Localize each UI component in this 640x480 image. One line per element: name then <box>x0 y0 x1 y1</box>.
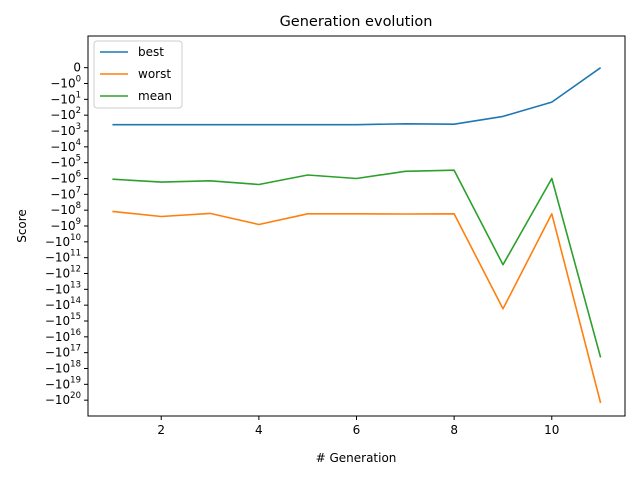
x-tick-label: 10 <box>544 423 559 437</box>
y-tick-label: −1016 <box>45 328 81 344</box>
y-tick-label: −1020 <box>45 391 81 407</box>
legend-frame <box>93 40 183 109</box>
x-axis: 2 4 6 8 10 <box>157 416 559 437</box>
y-tick-label: −1012 <box>45 265 81 281</box>
x-tick-label: 4 <box>255 423 263 437</box>
y-axis: 0−100−101−102−103−104−105−106−107−108−10… <box>45 61 88 407</box>
y-tick-label: −107 <box>50 185 81 201</box>
y-tick-label: −1011 <box>45 249 81 265</box>
y-tick-label: −105 <box>50 154 81 170</box>
y-tick-label: −103 <box>50 122 81 138</box>
legend-label-best: best <box>138 45 164 59</box>
y-tick-label: −1014 <box>45 296 81 312</box>
y-tick-label: −1015 <box>45 312 81 328</box>
x-tick-label: 6 <box>353 423 361 437</box>
y-tick-label: −106 <box>50 170 81 186</box>
series-line-worst <box>112 210 602 404</box>
y-tick-label: −1017 <box>45 344 81 360</box>
y-tick-label: −1013 <box>45 280 81 296</box>
x-tick-label: 8 <box>450 423 458 437</box>
series-line-best <box>112 67 602 126</box>
y-tick-label: −1019 <box>45 375 81 391</box>
legend-label-mean: mean <box>138 89 172 103</box>
y-tick-label: −100 <box>50 75 81 91</box>
y-tick-label: −102 <box>50 106 81 122</box>
y-tick-label: −109 <box>50 217 81 233</box>
y-axis-title: Score <box>15 209 29 243</box>
y-tick-label: −101 <box>50 90 81 106</box>
y-tick-label: −108 <box>50 201 81 217</box>
x-axis-title: # Generation <box>316 451 397 465</box>
series-line-mean <box>112 169 602 358</box>
chart-title: Generation evolution <box>280 14 433 30</box>
legend-label-worst: worst <box>138 67 171 81</box>
y-tick-label: −104 <box>50 138 81 154</box>
y-tick-label: −1010 <box>45 233 81 249</box>
legend: best worst mean <box>93 40 183 109</box>
lines-layer <box>112 67 602 404</box>
x-tick-label: 2 <box>157 423 165 437</box>
y-tick-label: 0 <box>73 61 81 75</box>
y-tick-label: −1018 <box>45 360 81 376</box>
